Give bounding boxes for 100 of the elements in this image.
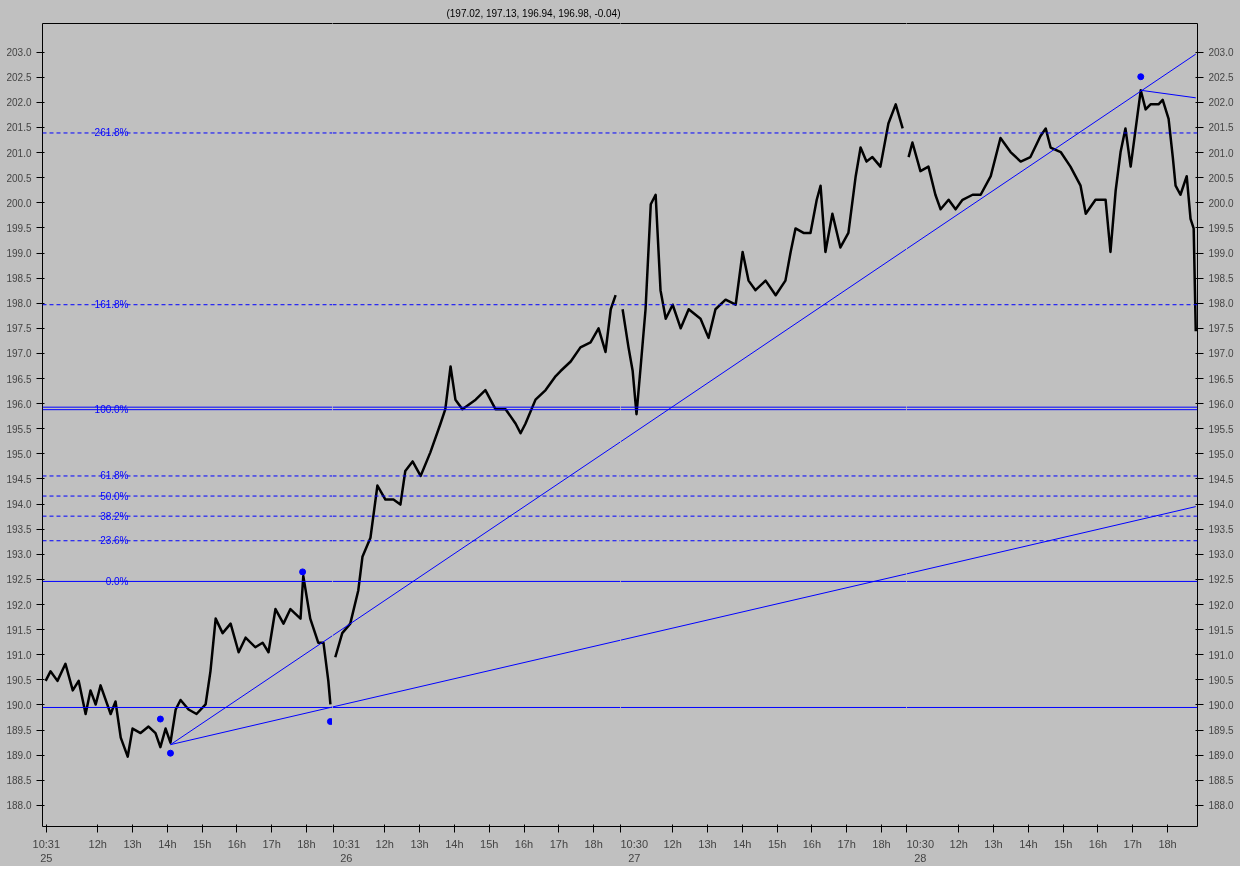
x-tick-label: 14h [445,837,464,850]
y-tick-label: 201.5 [6,122,32,134]
annotation: 161.8% [94,299,129,311]
annotation: 61.8% [100,470,129,482]
x-tick-label: 18h [584,837,603,850]
y-tick-label: 201.0 [1208,147,1234,159]
y-tick-label: 194.0 [6,499,32,511]
y-tick-label: 202.5 [1208,72,1234,84]
y-tick-label: 188.5 [1208,775,1234,787]
x-tick-label: 15h [767,837,787,850]
x-tick-label: 10:30 28 [906,837,935,864]
x-tick-label: 17h [837,837,856,850]
x-tick-label: 13h [123,837,142,850]
y-tick-label: 196.5 [6,373,32,385]
y-tick-label: 190.0 [6,699,32,711]
y-tick-label: 193.0 [6,549,32,561]
x-tick-label: 18h [872,837,891,850]
y-tick-label: 198.0 [1208,298,1234,310]
x-tick-label: 14h [733,837,752,850]
x-tick-label: 16h [514,837,534,850]
y-tick-label: 192.5 [6,574,32,586]
x-tick-label: 10:30 27 [620,837,649,864]
y-tick-label: 199.0 [6,248,32,259]
y-tick-label: 197.5 [6,323,32,335]
y-tick-label: 191.0 [6,649,32,661]
x-tick-label: 10:31 25 [32,837,61,864]
y-tick-label: 202.0 [6,97,32,109]
y-tick-label: 194.0 [1208,499,1234,511]
y-tick-label: 192.0 [6,599,32,611]
y-tick-label: 195.5 [1208,423,1234,435]
x-tick-label: 17h [1123,837,1142,850]
x-tick-label: 15h [192,837,212,850]
y-tick-label: 198.0 [6,298,32,310]
y-tick-label: 195.0 [6,448,32,460]
x-tick-label: 12h [88,837,107,850]
y-tick-label: 194.5 [1208,473,1234,485]
x-tick-label: 16h [1088,837,1108,850]
x-tick-label: 13h [984,837,1003,850]
annotation: 38.2% [100,510,129,522]
x-tick-label: 14h [1019,837,1038,850]
y-tick-label: 188.0 [1208,800,1234,812]
y-tick-label: 197.0 [6,348,32,360]
y-tick-label: 201.0 [6,147,32,159]
y-tick-label: 201.5 [1208,122,1234,134]
y-tick-label: 200.0 [1208,197,1234,209]
y-tick-label: 191.5 [6,624,32,636]
x-tick-label: 12h [375,837,394,850]
y-tick-label: 198.5 [1208,273,1234,285]
y-tick-label: 193.0 [1208,549,1234,561]
y-tick-label: 200.5 [1208,172,1234,184]
y-tick-label: 199.5 [6,222,32,234]
y-tick-label: 196.5 [1208,373,1234,385]
y-tick-label: 193.5 [6,524,32,536]
y-tick-label: 189.0 [6,750,32,762]
x-tick-label: 14h [158,837,177,850]
y-tick-label: 195.5 [6,423,32,435]
y-tick-label: 192.0 [1208,599,1234,611]
y-tick-label: 189.5 [6,725,32,737]
x-tick-label: 13h [698,837,717,850]
y-tick-label: 200.0 [6,197,32,209]
x-tick-label: 12h [663,837,682,850]
x-tick-label: 13h [410,837,429,850]
x-tick-label: 10:31 26 [332,837,361,864]
y-tick-label: 188.5 [6,775,32,787]
x-tick-label: 17h [549,837,569,850]
y-tick-label: 197.0 [1208,348,1234,360]
chart-title: (197.02, 197.13, 196.94, 196.98, -0.04) [446,7,621,19]
x-tick-label: 16h [227,837,247,850]
y-tick-label: 202.5 [6,72,32,84]
x-tick-label: 12h [949,837,968,850]
y-tick-label: 188.0 [6,800,32,812]
annotation: 23.6% [100,535,129,547]
y-tick-label: 192.5 [1208,574,1234,586]
y-tick-label: 200.5 [6,172,32,184]
y-tick-label: 190.0 [1208,699,1234,711]
y-tick-label: 203.0 [1208,47,1234,59]
annotation: 50.0% [100,490,129,502]
y-tick-label: 191.5 [1208,624,1234,636]
annotation: 261.8% [94,127,129,139]
y-tick-label: 189.5 [1208,725,1234,737]
y-tick-label: 197.5 [1208,323,1234,335]
y-tick-label: 199.0 [1208,248,1234,259]
x-tick-label: 18h [1158,837,1177,850]
y-tick-label: 194.5 [6,473,32,485]
x-tick-label: 18h [297,837,316,850]
y-tick-label: 189.0 [1208,750,1234,762]
y-tick-label: 203.0 [6,47,32,59]
y-tick-label: 198.5 [6,273,32,285]
y-tick-label: 196.0 [1208,398,1234,410]
x-tick-label: 15h [480,837,499,850]
x-tick-label: 15h [1053,837,1073,850]
x-tick-label: 16h [802,837,822,850]
y-tick-label: 199.5 [1208,222,1234,234]
y-tick-label: 196.0 [6,398,32,410]
y-tick-label: 195.0 [1208,448,1234,460]
y-tick-label: 202.0 [1208,97,1234,109]
y-tick-label: 190.5 [1208,674,1234,686]
y-tick-label: 190.5 [6,674,32,686]
x-tick-label: 17h [262,837,281,850]
y-tick-label: 191.0 [1208,649,1234,661]
